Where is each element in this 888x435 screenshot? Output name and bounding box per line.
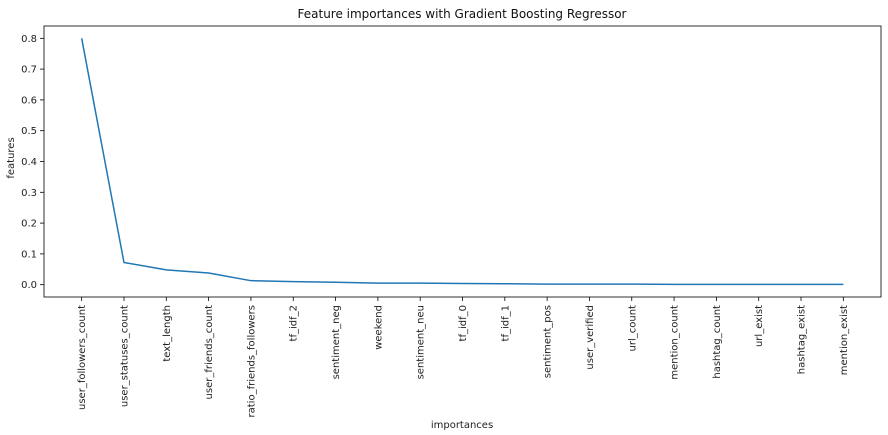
y-tick-label: 0.2 bbox=[21, 219, 37, 230]
y-tick-label: 0.5 bbox=[21, 126, 37, 137]
y-tick-label: 0.6 bbox=[21, 95, 37, 106]
y-tick-label: 0.1 bbox=[21, 249, 37, 260]
x-axis-title: importances bbox=[431, 420, 493, 431]
x-tick-label: weekend bbox=[373, 305, 384, 350]
x-tick-label: tf_idf_2 bbox=[289, 305, 300, 341]
x-tick-label: url_count bbox=[627, 305, 638, 352]
x-tick-label: ratio_friends_followers bbox=[246, 305, 257, 417]
series-line bbox=[80, 38, 844, 286]
x-tick-label: sentiment_neu bbox=[416, 305, 427, 379]
x-tick-label: url_exist bbox=[754, 305, 765, 347]
chart-title: Feature importances with Gradient Boosti… bbox=[298, 7, 627, 21]
x-tick-label: user_verified bbox=[585, 305, 596, 370]
x-tick-label: sentiment_neg bbox=[331, 305, 342, 379]
y-axis-title: features bbox=[6, 137, 17, 178]
y-tick-label: 0.4 bbox=[21, 157, 37, 168]
y-tick-label: 0.0 bbox=[21, 280, 37, 291]
x-tick-label: hashtag_count bbox=[712, 305, 723, 379]
y-tick-label: 0.8 bbox=[21, 34, 37, 45]
y-tick-label: 0.7 bbox=[21, 65, 37, 76]
x-tick-label: tf_idf_0 bbox=[458, 305, 469, 341]
x-tick-label: mention_exist bbox=[839, 305, 850, 375]
y-tick-label: 0.3 bbox=[21, 188, 37, 199]
x-tick-label: user_statuses_count bbox=[119, 305, 130, 407]
plot-area: 0.0 0.1 0.2 0.3 0.4 0.5 0.6 0.7 0.8 user_follower… bbox=[21, 25, 882, 417]
x-tick-label: mention_count bbox=[670, 305, 681, 380]
x-tick-label: text_length bbox=[162, 305, 173, 362]
x-tick-label: user_friends_count bbox=[204, 305, 215, 400]
x-tick-label: user_followers_count bbox=[77, 305, 88, 410]
x-tick-label: hashtag_exist bbox=[797, 305, 808, 374]
x-tick-label: sentiment_pos bbox=[543, 305, 554, 378]
x-tick-label: tf_idf_1 bbox=[500, 305, 511, 341]
plot-frame bbox=[43, 25, 882, 298]
